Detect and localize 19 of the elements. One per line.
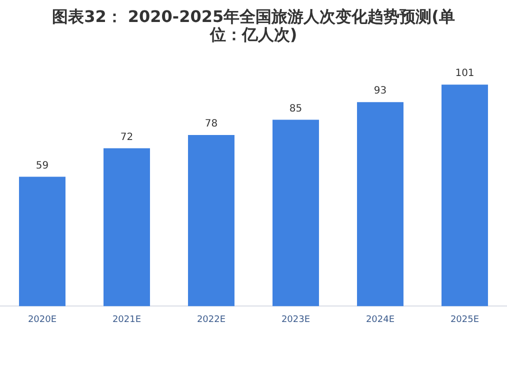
- bar: [442, 84, 488, 306]
- x-tick-label: 2021E: [112, 314, 142, 325]
- bar: [272, 120, 319, 306]
- data-label: 101: [455, 68, 474, 80]
- bar: [188, 135, 234, 306]
- data-label: 93: [374, 86, 387, 97]
- bar: [19, 176, 66, 306]
- chart-title: 图表32： 2020-2025年全国旅游人次变化趋势预测(单位：亿人次): [51, 7, 456, 44]
- data-label: 72: [120, 132, 134, 143]
- data-label: 59: [36, 160, 49, 172]
- data-label: 85: [289, 103, 302, 114]
- x-tick-label: 2022E: [196, 314, 226, 325]
- x-tick-label: 2025E: [450, 314, 480, 325]
- bar: [357, 102, 404, 306]
- bar: [104, 148, 150, 306]
- x-tick-label: 2020E: [28, 314, 57, 325]
- data-label: 78: [204, 118, 218, 130]
- x-tick-label: 2024E: [366, 314, 395, 325]
- x-tick-label: 2023E: [281, 314, 310, 325]
